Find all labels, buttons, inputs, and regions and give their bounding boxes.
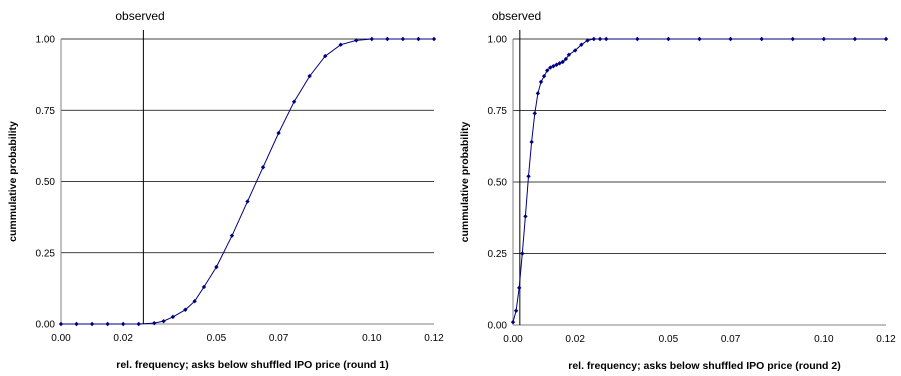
data-point xyxy=(697,36,702,42)
x-tick-label: 0.00 xyxy=(51,333,71,344)
chart-panel-round-1: 0.00 0.25 0.50 0.75 1.00 0.00 0.02 0.05 0.07 0.10… xyxy=(7,9,444,371)
y-tick-label: 0.25 xyxy=(488,249,508,260)
data-point xyxy=(307,73,312,79)
y-axis-title: cummulative probability xyxy=(459,121,471,242)
data-point xyxy=(529,139,534,145)
data-point xyxy=(517,285,522,291)
data-point xyxy=(291,99,297,104)
data-point xyxy=(74,321,79,327)
data-point xyxy=(728,36,733,42)
y-tick-label: 0.25 xyxy=(36,248,56,259)
data-point xyxy=(338,42,343,47)
data-point xyxy=(513,308,519,313)
x-tick-label: 0.10 xyxy=(814,334,834,345)
data-point xyxy=(591,36,597,42)
data-point xyxy=(229,233,235,238)
data-point xyxy=(523,214,528,219)
data-point xyxy=(557,61,562,66)
data-point xyxy=(152,320,157,326)
x-axis-title: rel. frequency; asks below shuffled IPO … xyxy=(116,359,388,371)
data-point xyxy=(563,56,569,62)
data-point xyxy=(214,264,219,270)
data-point xyxy=(541,73,547,79)
data-point xyxy=(544,68,550,73)
y-axis-title: cummulative probability xyxy=(7,121,19,242)
data-point xyxy=(790,36,795,42)
data-point xyxy=(551,63,556,69)
data-point xyxy=(354,38,359,43)
x-tick-label: 0.00 xyxy=(503,334,523,345)
data-point xyxy=(385,36,390,42)
x-tick-label: 0.05 xyxy=(659,334,679,345)
data-point xyxy=(538,79,544,85)
data-point xyxy=(183,307,188,312)
data-point xyxy=(535,91,541,96)
data-point xyxy=(323,53,328,59)
data-point xyxy=(105,321,110,327)
y-tick-label: 1.00 xyxy=(488,35,508,46)
data-point xyxy=(192,299,197,304)
data-point xyxy=(526,174,531,179)
data-point xyxy=(566,52,572,57)
data-point xyxy=(201,284,207,290)
chart-panel-round-2: 0.00 0.25 0.50 0.75 1.00 0.00 0.02 0.05 0.07 0.10… xyxy=(459,9,896,372)
data-point xyxy=(89,321,95,327)
data-point xyxy=(821,36,827,42)
x-tick-label: 0.07 xyxy=(269,333,289,344)
data-point xyxy=(666,36,671,42)
data-point xyxy=(136,321,141,327)
data-point xyxy=(120,321,126,327)
data-point xyxy=(510,319,516,325)
x-tick-label: 0.02 xyxy=(113,333,133,344)
y-tick-label: 0.75 xyxy=(36,106,56,117)
data-point xyxy=(58,321,64,327)
data-point xyxy=(276,130,281,136)
observed-label: observed xyxy=(492,9,541,23)
y-tick-label: 0.50 xyxy=(36,177,56,188)
data-point xyxy=(604,36,609,42)
data-point xyxy=(597,36,603,42)
x-tick-label: 0.12 xyxy=(424,333,444,344)
x-tick-label: 0.05 xyxy=(207,333,227,344)
data-point xyxy=(554,62,559,67)
data-point xyxy=(431,36,437,42)
data-point xyxy=(260,165,266,170)
y-tick-label: 0.50 xyxy=(488,178,508,189)
data-point xyxy=(245,199,250,204)
x-tick-label: 0.12 xyxy=(876,334,896,345)
data-point xyxy=(416,36,421,42)
data-point xyxy=(852,36,858,42)
data-point xyxy=(759,36,764,42)
data-point xyxy=(579,42,584,47)
data-point xyxy=(161,318,166,324)
data-point xyxy=(883,36,889,42)
observed-label: observed xyxy=(115,9,164,23)
data-point xyxy=(572,48,578,53)
data-point xyxy=(170,314,176,320)
data-point xyxy=(400,36,406,42)
data-point xyxy=(635,36,640,42)
data-point xyxy=(369,36,375,42)
y-tick-label: 0.75 xyxy=(488,106,508,117)
y-tick-label: 0.00 xyxy=(36,320,56,331)
x-tick-label: 0.07 xyxy=(721,334,741,345)
x-axis-title: rel. frequency; asks below shuffled IPO … xyxy=(568,360,840,372)
y-tick-label: 1.00 xyxy=(36,35,56,46)
y-tick-label: 0.00 xyxy=(488,321,508,332)
series-line xyxy=(512,38,886,323)
data-point xyxy=(560,59,565,65)
data-point xyxy=(548,65,553,70)
x-tick-label: 0.10 xyxy=(362,333,382,344)
data-point xyxy=(532,111,537,116)
x-tick-label: 0.02 xyxy=(565,334,585,345)
data-point xyxy=(585,38,590,43)
data-point xyxy=(520,251,525,256)
